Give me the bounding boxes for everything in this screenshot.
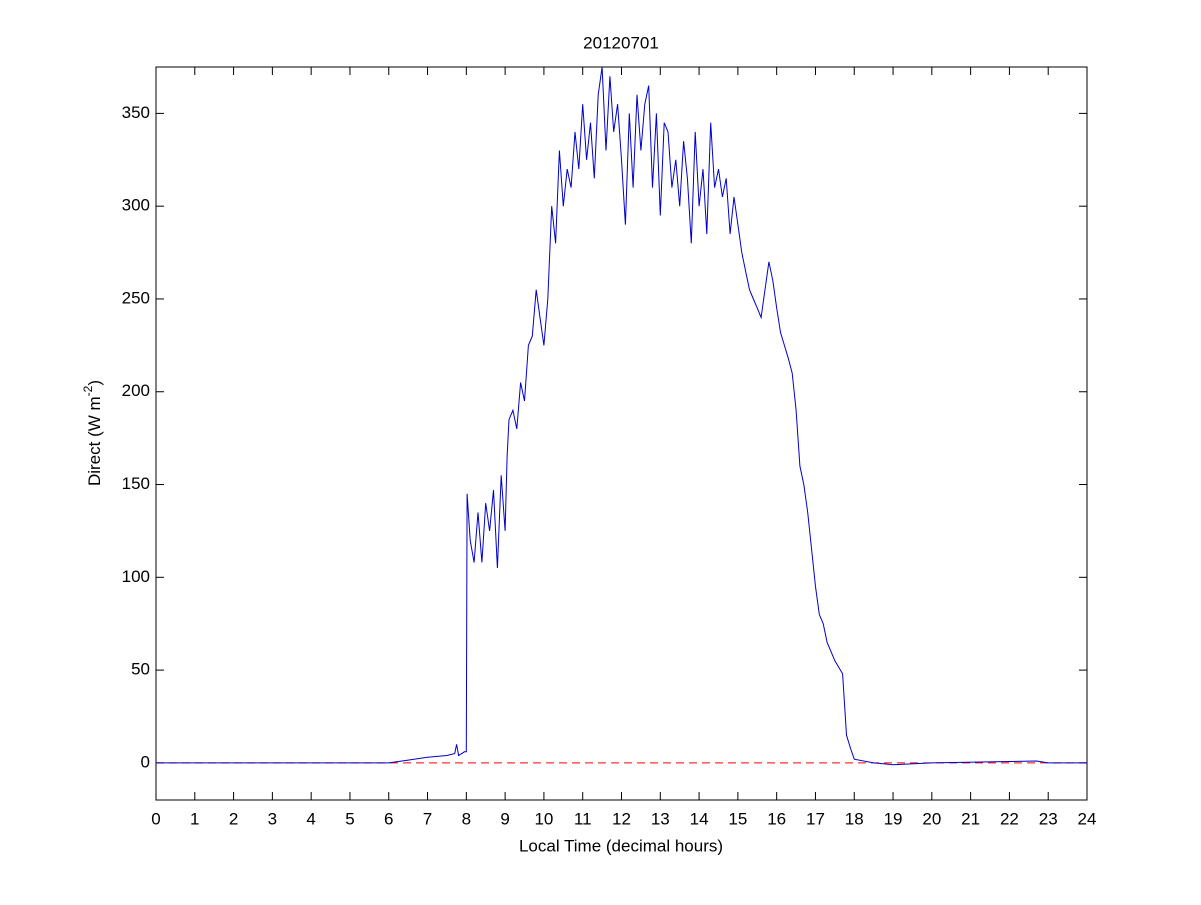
y-label-end: )	[85, 380, 104, 386]
x-tick-label: 3	[268, 809, 277, 828]
x-tick-label: 13	[651, 809, 670, 828]
y-tick-label: 50	[131, 660, 150, 679]
x-tick-label: 23	[1039, 809, 1058, 828]
x-tick-label: 21	[961, 809, 980, 828]
x-tick-label: 15	[728, 809, 747, 828]
y-label-text: Direct (W m	[85, 396, 104, 486]
x-tick-label: 7	[423, 809, 432, 828]
x-tick-label: 5	[345, 809, 354, 828]
x-tick-label: 2	[229, 809, 238, 828]
x-tick-label: 8	[462, 809, 471, 828]
x-tick-label: 11	[574, 809, 592, 828]
x-tick-label: 14	[690, 809, 709, 828]
y-tick-label: 250	[122, 288, 150, 307]
chart-title: 20120701	[583, 33, 659, 52]
y-tick-label: 100	[122, 567, 150, 586]
x-tick-label: 9	[500, 809, 509, 828]
x-tick-label: 24	[1078, 809, 1097, 828]
data-line	[156, 66, 1087, 766]
x-tick-label: 17	[806, 809, 825, 828]
x-tick-label: 22	[1000, 809, 1019, 828]
plot-area	[155, 66, 1088, 801]
x-tick-label: 18	[845, 809, 864, 828]
y-tick-label: 200	[122, 381, 150, 400]
x-tick-label: 0	[151, 809, 160, 828]
x-tick-label: 19	[884, 809, 903, 828]
x-tick-label: 1	[190, 809, 199, 828]
y-tick-label: 300	[122, 196, 150, 215]
x-tick-label: 20	[922, 809, 941, 828]
x-tick-label: 12	[612, 809, 631, 828]
y-tick-label: 0	[141, 752, 150, 771]
x-axis-label: Local Time (decimal hours)	[519, 836, 723, 855]
x-tick-label: 6	[384, 809, 393, 828]
x-tick-label: 4	[306, 809, 315, 828]
y-tick-label: 150	[122, 474, 150, 493]
x-tick-label: 16	[767, 809, 786, 828]
y-label-sup: -2	[81, 385, 95, 396]
y-axis-label: Direct (W m-2)	[81, 380, 104, 486]
y-tick-label: 350	[122, 103, 150, 122]
x-tick-label: 10	[534, 809, 553, 828]
